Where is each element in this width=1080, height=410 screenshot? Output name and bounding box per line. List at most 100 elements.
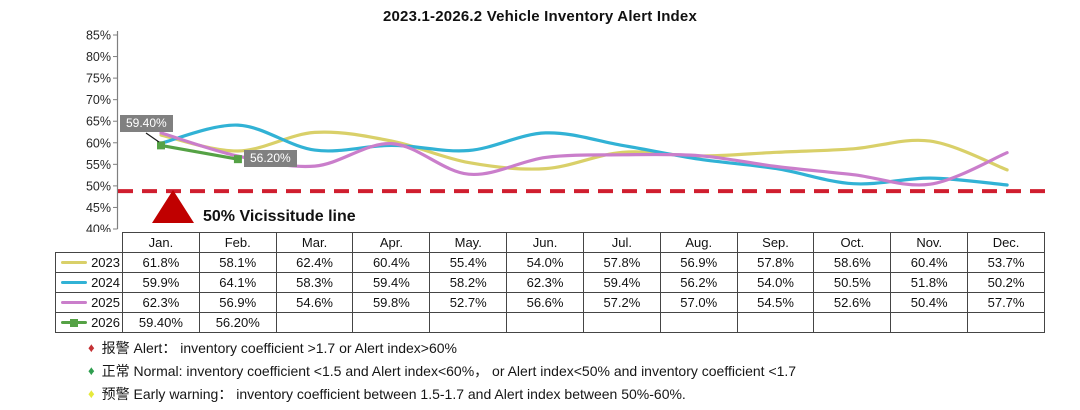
annotation-leader-line — [145, 132, 160, 143]
table-cell — [506, 312, 584, 333]
notes: ♦ 报警 Alert： inventory coefficient >1.7 or… — [88, 336, 796, 405]
table-cell: 54.5% — [736, 292, 815, 313]
y-tick-label: 55% — [86, 158, 111, 172]
table-cell — [736, 312, 815, 333]
table-cell — [429, 312, 508, 333]
legend-year-label: 2026 — [91, 315, 120, 330]
table-col-header: Jan. — [122, 232, 200, 253]
table-cell: 57.8% — [582, 252, 661, 273]
table-col-header: Nov. — [890, 232, 969, 253]
table-col-header: May. — [429, 232, 508, 253]
series-line-2024 — [159, 123, 1009, 187]
table-cell — [352, 312, 431, 333]
table-cell: 53.7% — [967, 252, 1045, 273]
legend-cell-2026: 2026 — [55, 312, 123, 333]
diamond-icon: ♦ — [88, 340, 95, 355]
diamond-icon: ♦ — [88, 363, 95, 378]
table-cell: 57.7% — [967, 292, 1045, 313]
table-col-header: Oct. — [813, 232, 892, 253]
y-tick-label: 50% — [86, 179, 111, 193]
legend-year-label: 2025 — [91, 295, 120, 310]
table-col-header: Jun. — [506, 232, 584, 253]
table-cell: 62.3% — [506, 272, 584, 293]
warning-triangle-icon — [152, 190, 194, 223]
note-line: ♦ 正常 Normal: inventory coefficient <1.5 a… — [88, 359, 796, 382]
table-cell: 55.4% — [429, 252, 508, 273]
series-line-2023 — [159, 130, 1009, 172]
table-row-2025: 2025 62.3% 56.9% 54.6% 59.8% 52.7% 56.6% 57.2% 5… — [55, 292, 1045, 313]
data-label-2026-feb: 56.20% — [244, 150, 297, 167]
y-tick-label: 85% — [86, 29, 111, 43]
threshold-label: 50% Vicissitude line — [203, 208, 356, 225]
table-cell: 56.2% — [659, 272, 738, 293]
chart-title: 2023.1-2026.2 Vehicle Inventory Alert In… — [382, 8, 698, 25]
table-cell: 50.2% — [967, 272, 1045, 293]
data-table: Jan. Feb. Mar. Apr. May. Jun. Jul. Aug. Sep. Oct.… — [55, 232, 1045, 333]
table-cell: 57.2% — [582, 292, 661, 313]
table-cell: 59.9% — [122, 272, 200, 293]
table-cell: 54.0% — [736, 272, 815, 293]
y-axis: 85% 80% 75% 70% 65% 60% 55% 50% 45% 40% — [86, 29, 118, 233]
table-cell — [967, 312, 1045, 333]
table-cell: 56.9% — [659, 252, 738, 273]
table-cell: 58.1% — [198, 252, 277, 273]
legend-line-icon — [61, 301, 88, 304]
series-line-2025 — [159, 131, 1009, 187]
table-cell: 60.4% — [890, 252, 969, 273]
note-text: 预警 Early warning： inventory coefficient … — [101, 385, 686, 402]
legend-year-label: 2024 — [91, 275, 120, 290]
table-col-header: Jul. — [582, 232, 661, 253]
table-cell: 57.8% — [736, 252, 815, 273]
table-cell: 59.40% — [122, 312, 200, 333]
table-cell: 59.4% — [582, 272, 661, 293]
table-cell: 56.6% — [506, 292, 584, 313]
legend-square-marker-icon — [70, 318, 79, 327]
series-marker-2026 — [157, 141, 165, 150]
table-cell: 64.1% — [198, 272, 277, 293]
data-label-2026-jan: 59.40% — [120, 115, 173, 132]
series-line-2026 — [159, 143, 240, 161]
table-col-header: Aug. — [659, 232, 738, 253]
table-cell: 52.6% — [813, 292, 892, 313]
table-col-header: Dec. — [967, 232, 1045, 253]
table-cell: 59.8% — [352, 292, 431, 313]
table-cell — [582, 312, 661, 333]
legend-cell-2025: 2025 — [55, 292, 123, 313]
legend-cell-2023: 2023 — [55, 252, 123, 273]
table-cell: 62.3% — [122, 292, 200, 313]
table-col-header: Feb. — [198, 232, 277, 253]
series-marker-2026 — [233, 155, 242, 164]
table-cell: 58.2% — [429, 272, 508, 293]
table-cell: 59.4% — [352, 272, 431, 293]
chart-svg: 85% 80% 75% 70% 65% 60% 55% 50% 45% 40% 50% Vicis… — [86, 29, 1048, 233]
table-cell: 62.4% — [275, 252, 354, 273]
table-cell: 56.20% — [198, 312, 277, 333]
diamond-icon: ♦ — [88, 386, 95, 401]
table-row-2023: 2023 61.8% 58.1% 62.4% 60.4% 55.4% 54.0% 57.8% 5… — [55, 252, 1045, 273]
y-tick-label: 70% — [86, 93, 111, 107]
table-cell: 60.4% — [352, 252, 431, 273]
y-tick-label: 60% — [86, 136, 111, 150]
table-cell — [659, 312, 738, 333]
table-row-2026: 2026 59.40% 56.20% — [55, 312, 1045, 333]
legend-line-icon — [61, 281, 88, 284]
y-tick-label: 40% — [86, 223, 111, 233]
table-col-header: Sep. — [736, 232, 815, 253]
table-cell: 54.6% — [275, 292, 354, 313]
table-cell — [275, 312, 354, 333]
table-cell — [813, 312, 892, 333]
legend-line-icon — [61, 261, 88, 264]
table-cell: 52.7% — [429, 292, 508, 313]
y-tick-label: 80% — [86, 50, 111, 64]
note-line: ♦ 报警 Alert： inventory coefficient >1.7 or… — [88, 336, 796, 359]
table-cell: 61.8% — [122, 252, 200, 273]
table-cell — [890, 312, 969, 333]
table-cell: 50.5% — [813, 272, 892, 293]
y-tick-label: 45% — [86, 201, 111, 215]
table-cell: 58.6% — [813, 252, 892, 273]
note-text: 报警 Alert： inventory coefficient >1.7 or … — [101, 339, 458, 356]
table-cell: 50.4% — [890, 292, 969, 313]
table-cell: 51.8% — [890, 272, 969, 293]
table-row-2024: 2024 59.9% 64.1% 58.3% 59.4% 58.2% 62.3% 59.4% 5… — [55, 272, 1045, 293]
table-cell: 54.0% — [506, 252, 584, 273]
